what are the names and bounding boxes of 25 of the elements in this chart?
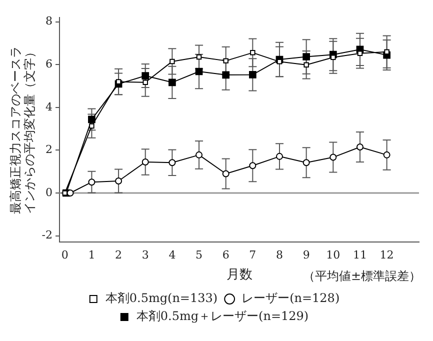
- x-tick-label: 3: [142, 248, 149, 262]
- x-tick-label: 4: [168, 248, 176, 262]
- y-tick-label: 4: [46, 100, 53, 114]
- x-tick-label: 8: [276, 248, 283, 262]
- text: （平均値±標準誤差）: [302, 269, 421, 284]
- y-tick-label: -2: [42, 228, 53, 242]
- x-tick-label: 9: [302, 248, 310, 262]
- y-tick-label: 6: [46, 58, 53, 71]
- y-tick-label: 0: [46, 186, 53, 199]
- x-axis-title: 月数: [226, 268, 252, 283]
- x-tick-label: 11: [352, 248, 367, 262]
- x-tick-label: 12: [380, 248, 394, 262]
- x-tick-label: 1: [88, 248, 96, 262]
- x-tick-label: 0: [61, 248, 68, 262]
- x-tick-label: 6: [222, 248, 230, 262]
- legend-label: 本剤0.5mg＋レーザー(n=129): [136, 309, 309, 324]
- y-tick-label: 2: [46, 143, 53, 156]
- legend-label: 本剤0.5mg(n=133): [105, 291, 218, 306]
- x-tick-label: 10: [326, 248, 340, 262]
- y-axis-title: 最高矯正視力スコアのベースラインからの平均変化量（文字）: [8, 46, 37, 214]
- x-tick-label: 5: [196, 248, 203, 262]
- legend-label: レーザー(n=128): [242, 291, 340, 306]
- x-tick-label: 7: [249, 248, 256, 262]
- y-tick-label: 8: [46, 14, 53, 28]
- x-tick-label: 2: [115, 248, 122, 262]
